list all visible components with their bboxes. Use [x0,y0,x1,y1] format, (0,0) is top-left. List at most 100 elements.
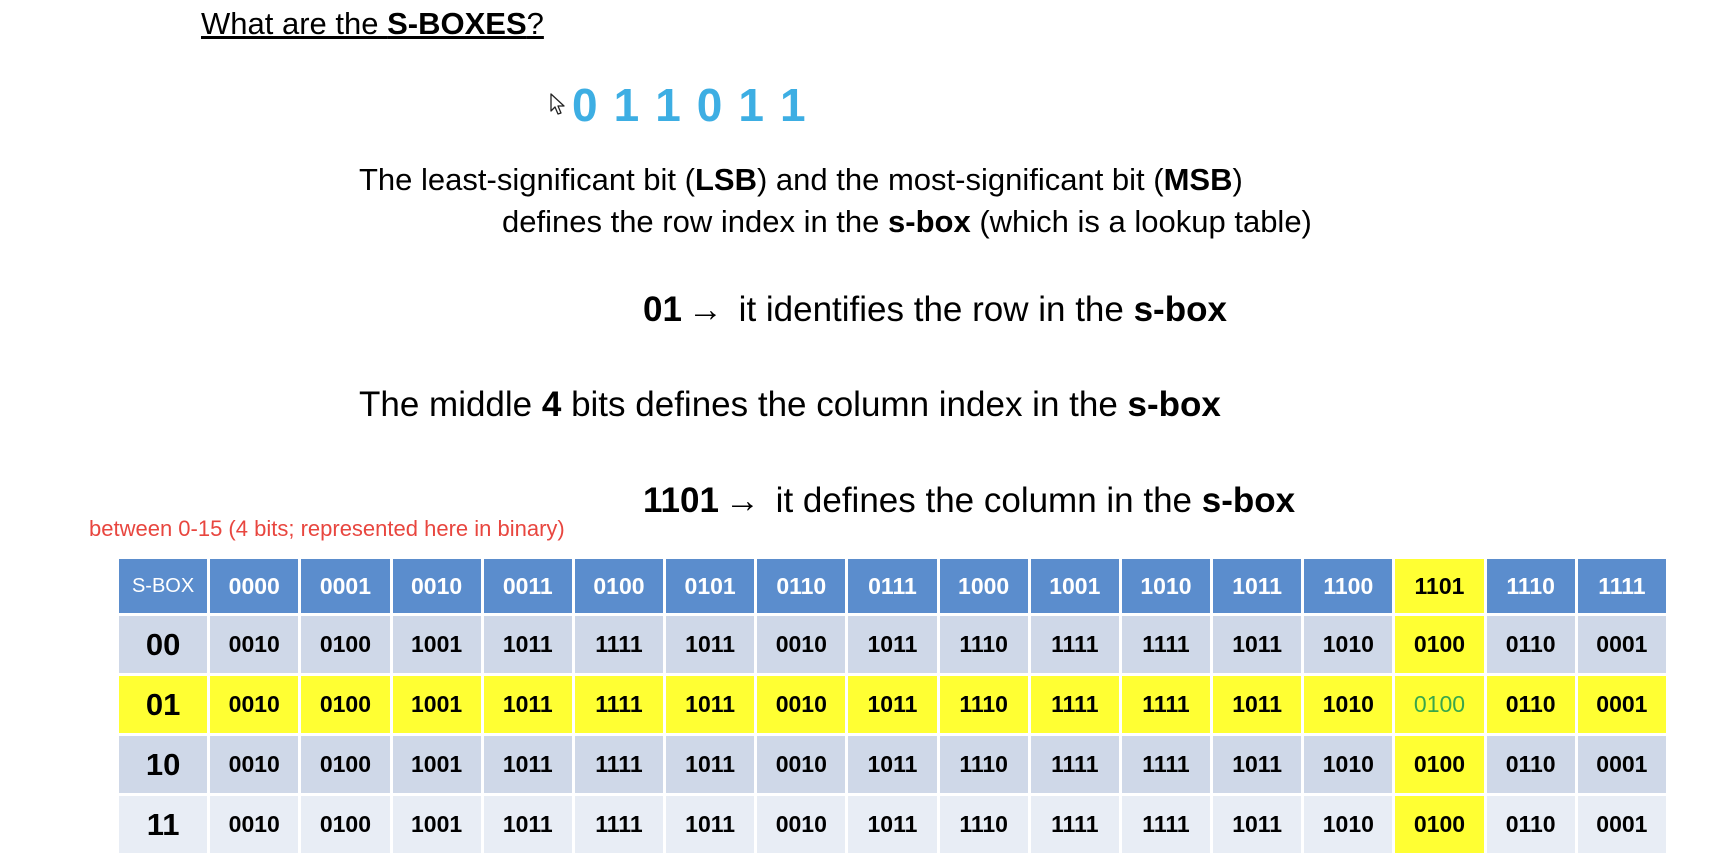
table-cell: 0100 [1392,793,1487,856]
table-cell: 1011 [663,613,758,676]
table-header-row: S-BOX 0000 0001 0010 0011 0100 0101 0110… [115,556,1670,616]
text: ) [1232,162,1243,197]
column-header: 0110 [754,556,849,616]
table-cell: 1010 [1301,673,1396,736]
table-cell: 1011 [1210,673,1305,736]
table-cell: 1011 [1210,613,1305,676]
table-cell: 1111 [1027,793,1122,856]
table-cell: 0001 [1574,673,1670,736]
input-bit: 1 [738,79,764,131]
sbox-term: s-box [1133,290,1227,329]
table-cell: 0100 [1392,673,1487,736]
arrow-right-icon: → [724,481,760,520]
column-header: 1011 [1210,556,1305,616]
arrow-right-icon: → [687,290,723,329]
column-header: 0000 [207,556,302,616]
table-cell: 0001 [1574,613,1670,676]
text: it identifies the row in the [728,290,1134,329]
column-rule: 1101 → it defines the column in the s-box [643,481,1295,521]
table-cell: 1001 [389,673,484,736]
table-cell: 0010 [754,673,849,736]
table-cell: 1011 [663,793,758,856]
table-cell: 1011 [845,793,940,856]
table-cell: 0110 [1483,673,1578,736]
column-header: 1110 [1483,556,1578,616]
table-cell: 1001 [389,613,484,676]
table-cell: 1011 [480,613,575,676]
page-title: What are the S-BOXES? [201,6,544,42]
table-cell: 1111 [571,793,667,856]
column-header: 0001 [298,556,393,616]
column-bits: 1101 [643,481,719,520]
table-cell: 1111 [1027,673,1122,736]
sbox-term: s-box [1201,481,1296,520]
row-rule: 01 → it identifies the row in the s-box [643,290,1227,330]
column-header: 0101 [663,556,758,616]
column-header: 1001 [1027,556,1122,616]
table-cell: 1110 [936,613,1031,676]
table-cell: 0010 [207,793,302,856]
table-cell: 1011 [1210,793,1305,856]
table-cell: 1111 [1118,613,1214,676]
table-cell: 0001 [1574,733,1670,796]
table-cell: 1011 [480,673,575,736]
explain-line-1: The least-significant bit (LSB) and the … [359,160,1243,200]
row-label: 01 [115,673,211,736]
table-cell: 1001 [389,733,484,796]
table-cell: 1011 [845,613,940,676]
table-cell: 0110 [1483,613,1578,676]
table-cell: 0110 [1483,793,1578,856]
row-bits: 01 [643,290,682,329]
table-cell: 1111 [1118,673,1214,736]
table-cell: 0010 [207,613,302,676]
sbox-table: S-BOX 0000 0001 0010 0011 0100 0101 0110… [115,556,1670,856]
msb-label: MSB [1163,162,1233,197]
table-cell: 1011 [663,673,758,736]
table-cell: 1001 [389,793,484,856]
column-header: 0011 [480,556,575,616]
table-cell: 0010 [754,613,849,676]
table-cell: 0010 [207,673,302,736]
table-row: 01 0010 0100 1001 1011 1111 1011 0010 1011 1110 11… [115,673,1670,736]
table-cell: 0010 [754,733,849,796]
mouse-pointer-icon [550,93,565,115]
table-cell: 1010 [1301,793,1396,856]
row-label: 00 [115,613,211,676]
sbox-term: s-box [1127,385,1221,424]
table-row: 11 0010 0100 1001 1011 1111 1011 0010 1011 1110 11… [115,793,1670,856]
column-header: 0100 [571,556,667,616]
title-suffix: ? [526,6,544,41]
table-cell: 1111 [1027,613,1122,676]
input-bit: 1 [779,79,806,131]
row-label: 10 [115,733,211,796]
explain-line-2: defines the row index in the s-box (whic… [502,202,1312,242]
bit-count: 4 [541,385,562,424]
sbox-term: s-box [888,204,971,239]
column-header: 1000 [936,556,1031,616]
table-cell: 1011 [663,733,758,796]
column-header: 1101 [1392,556,1487,616]
input-bit: 1 [655,79,681,131]
input-bit: 0 [696,79,723,131]
table-cell: 0100 [298,673,393,736]
column-header: 0010 [389,556,484,616]
table-cell: 1110 [936,733,1031,796]
table-cell: 0100 [1392,613,1487,676]
table-cell: 0100 [298,613,393,676]
table-cell: 1110 [936,673,1031,736]
text: ) and the most-significant bit ( [756,162,1164,197]
table-cell: 0110 [1483,733,1578,796]
column-header: 1100 [1301,556,1396,616]
text: it defines the column in the [765,481,1202,520]
column-header: 1010 [1118,556,1214,616]
table-cell: 1010 [1301,613,1396,676]
column-header: 0111 [845,556,940,616]
input-bit: 0 [572,79,598,131]
table-cell: 0001 [1574,793,1670,856]
table-cell: 1111 [571,613,667,676]
table-cell: 1011 [480,793,575,856]
table-cell: 1110 [936,793,1031,856]
title-prefix: What are the [201,6,388,41]
table-cell: 0010 [754,793,849,856]
